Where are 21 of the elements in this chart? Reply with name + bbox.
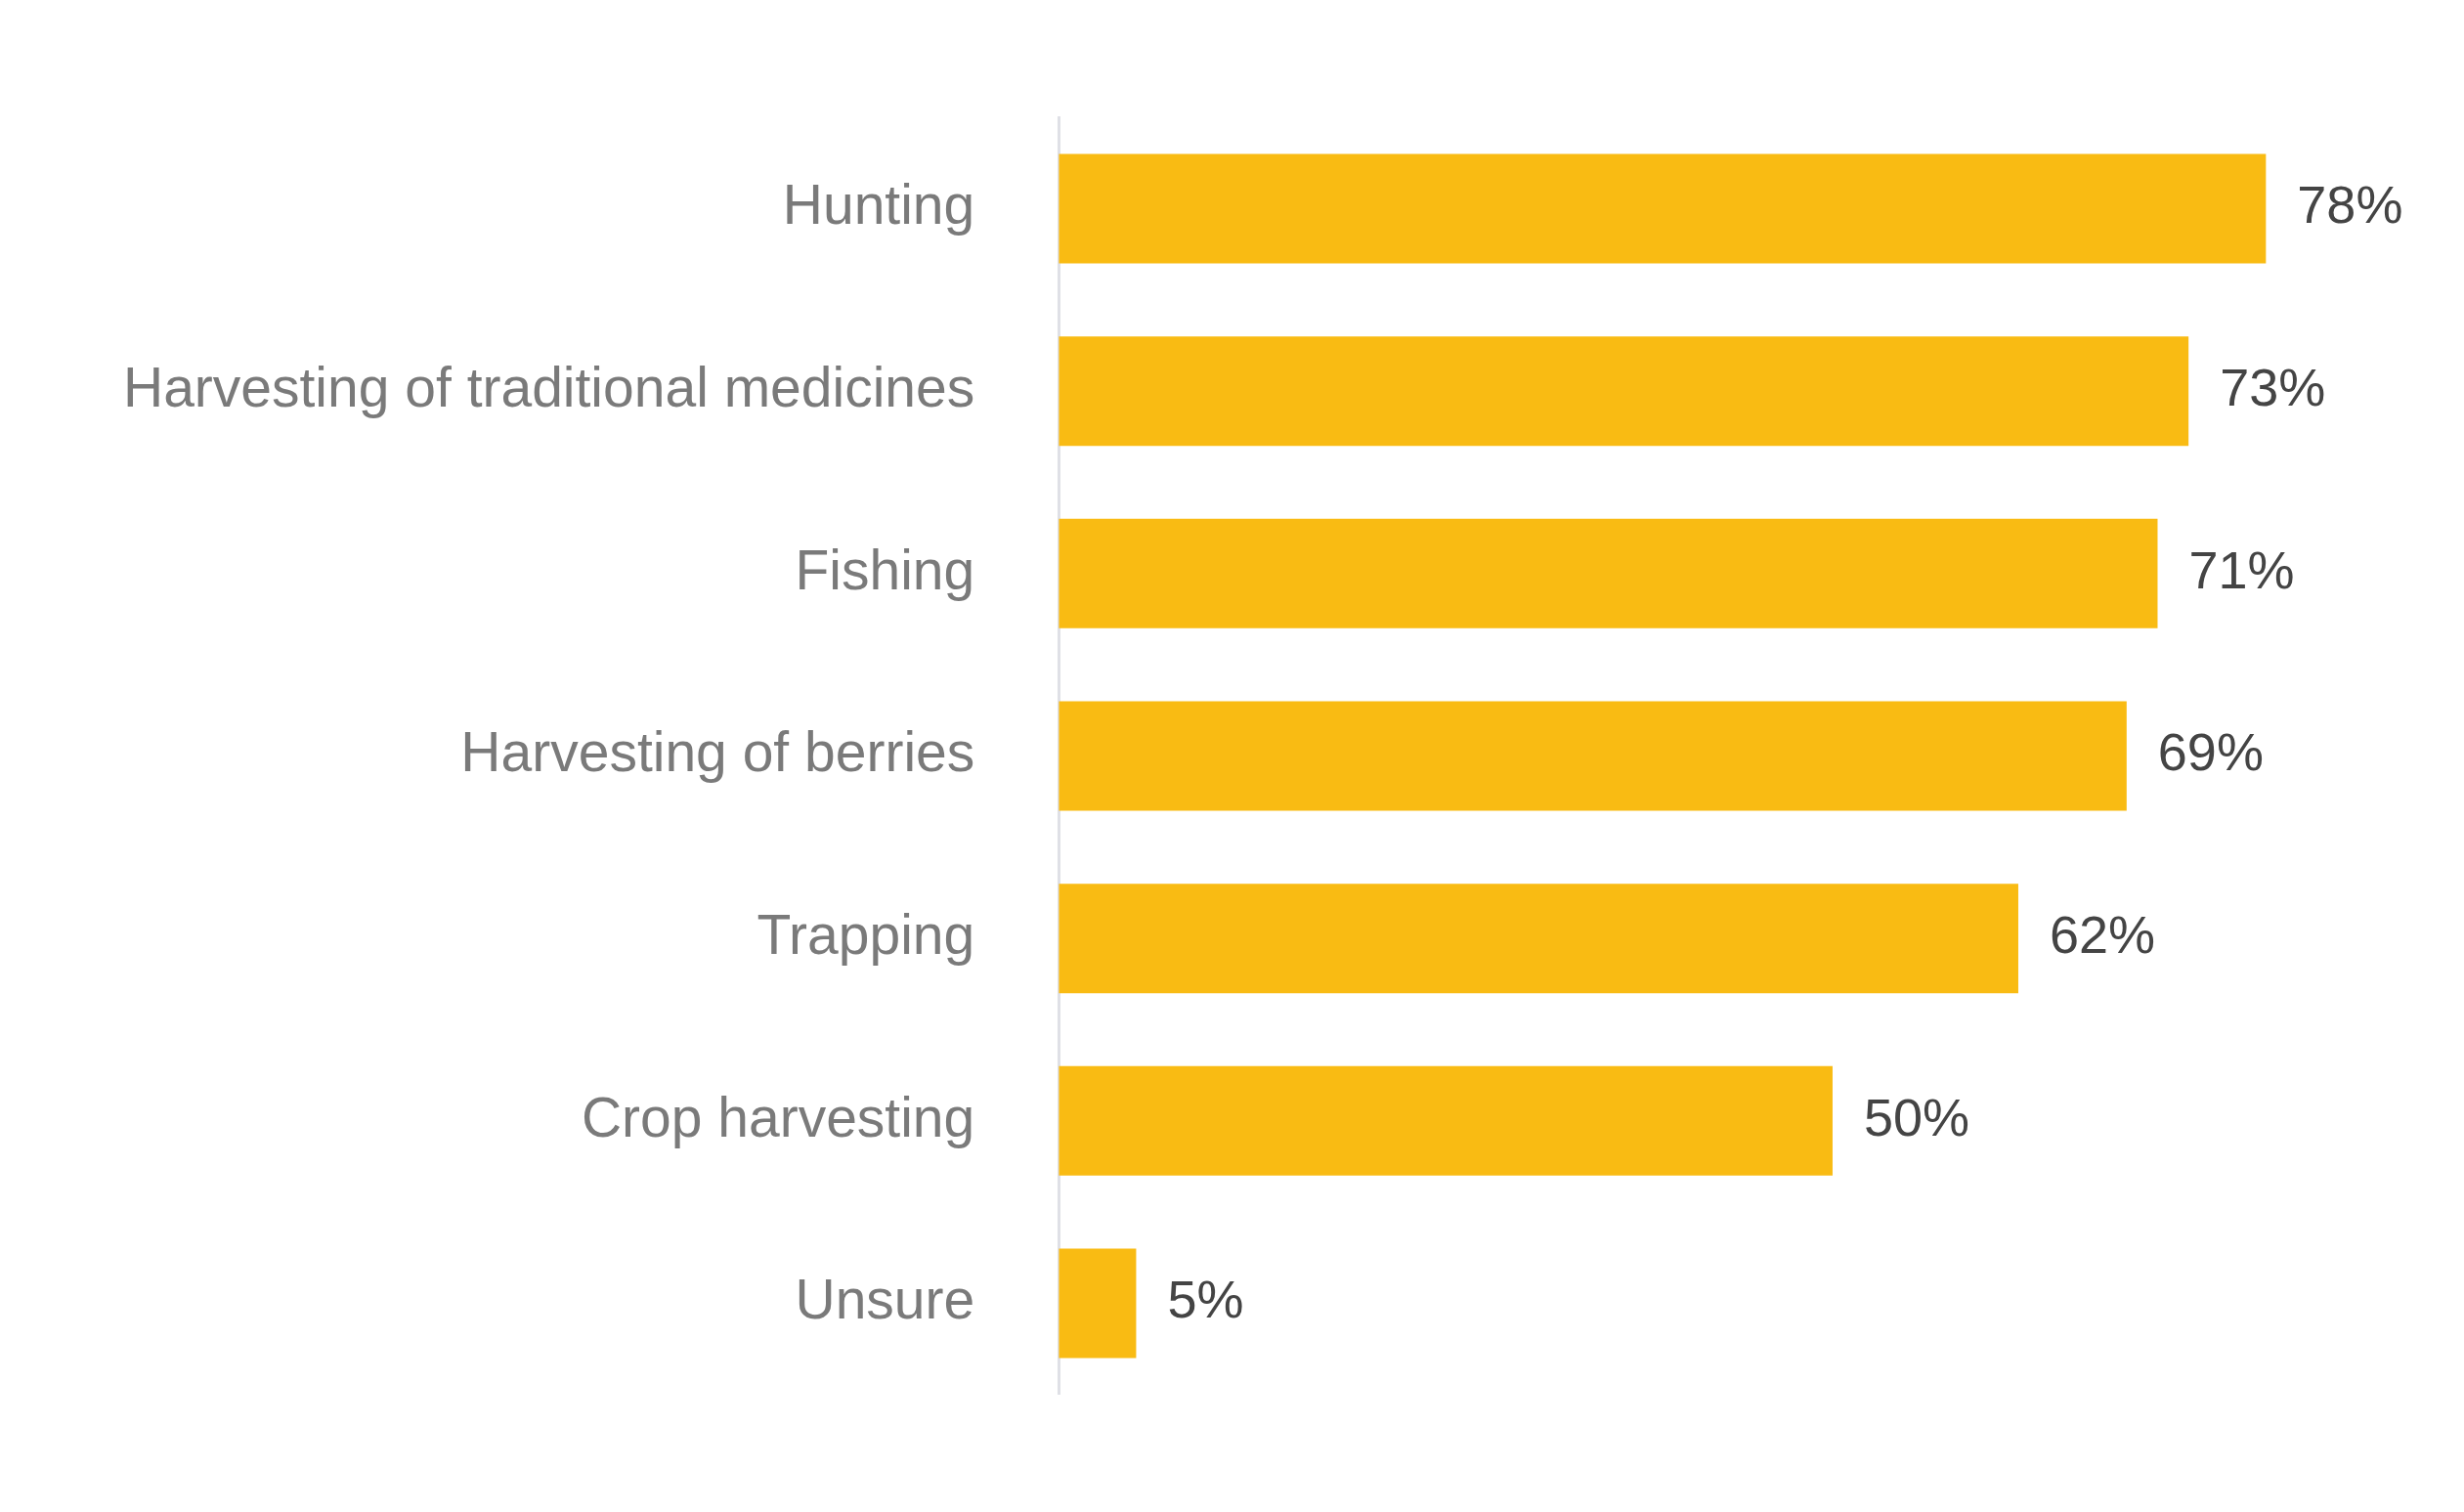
y-tick-label: Crop harvesting bbox=[581, 1085, 975, 1148]
y-tick-label: Harvesting of berries bbox=[460, 720, 975, 784]
y-tick-label: Unsure bbox=[795, 1268, 975, 1331]
y-tick-label: Fishing bbox=[795, 538, 975, 601]
bar bbox=[1059, 518, 2158, 628]
bar bbox=[1059, 884, 2018, 994]
bar bbox=[1059, 1248, 1137, 1359]
y-tick-label: Trapping bbox=[756, 902, 975, 966]
bar bbox=[1059, 336, 2189, 447]
data-label: 69% bbox=[2157, 722, 2264, 782]
data-label: 62% bbox=[2049, 905, 2156, 965]
bar bbox=[1059, 153, 2267, 264]
data-label: 73% bbox=[2220, 358, 2326, 417]
bar bbox=[1059, 701, 2127, 811]
data-label: 5% bbox=[1167, 1270, 1244, 1329]
data-label: 78% bbox=[2297, 175, 2403, 235]
y-tick-label: Harvesting of traditional medicines bbox=[122, 355, 975, 418]
data-label: 71% bbox=[2188, 540, 2295, 599]
bar bbox=[1059, 1065, 1833, 1176]
y-tick-label: Hunting bbox=[782, 173, 975, 237]
data-label: 50% bbox=[1863, 1087, 1970, 1146]
